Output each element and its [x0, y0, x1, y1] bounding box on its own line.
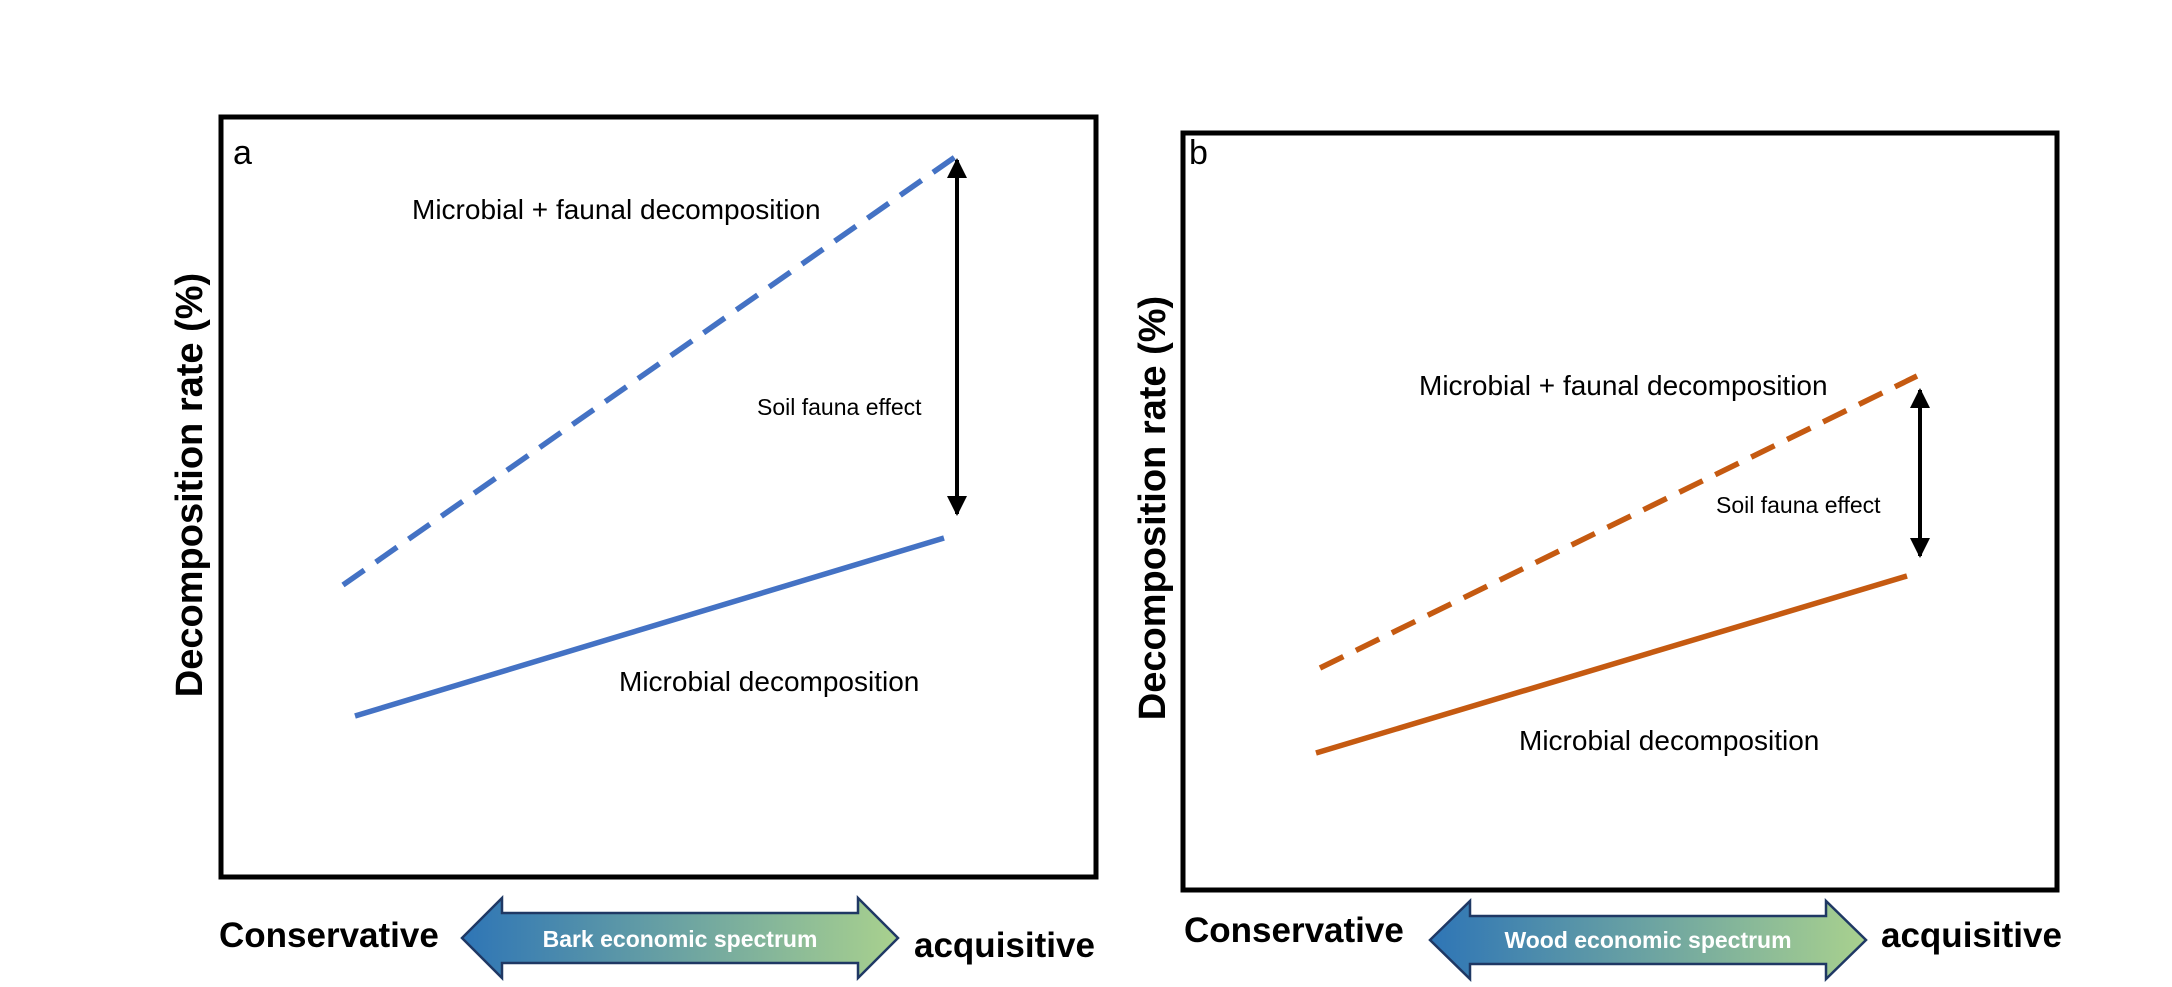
panel-a-right-end-label: acquisitive	[914, 926, 1095, 965]
panel-a-y-axis-label: Decomposition rate (%)	[169, 273, 211, 697]
panel-a-lower-line-label: Microbial decomposition	[619, 666, 919, 697]
panel-b-y-axis-label: Decomposition rate (%)	[1132, 296, 1174, 720]
panel-b-lower-line-label: Microbial decomposition	[1519, 725, 1819, 756]
panel-a-left-end-label: Conservative	[219, 916, 439, 955]
panel-b-lower-solid-line	[1315, 573, 1908, 756]
panel-a-frame	[218, 114, 1099, 880]
panel-a-spectrum-arrow	[460, 894, 900, 982]
panel-b-letter: b	[1189, 134, 1208, 172]
panel-b-upper-line-label: Microbial + faunal decomposition	[1419, 370, 1828, 401]
panel-a-spectrum-label: Bark economic spectrum	[543, 926, 818, 952]
panel-a-effect-label: Soil fauna effect	[757, 394, 922, 420]
panel-b-upper-dashed-line	[1318, 373, 1919, 671]
panel-a-upper-line-label: Microbial + faunal decomposition	[412, 194, 821, 225]
panel-a-letter: a	[233, 134, 252, 172]
panel-b-left-end-label: Conservative	[1184, 911, 1404, 950]
panel-b-spectrum-arrow	[1428, 898, 1868, 982]
panel-b: b Decomposition rate (%) Microbial + fau…	[1132, 130, 2062, 982]
panel-b-frame	[1180, 130, 2060, 893]
panel-b-right-end-label: acquisitive	[1881, 916, 2062, 955]
panel-a-lower-solid-line	[354, 535, 945, 719]
panel-a: a Decomposition rate (%) Microbial + fau…	[169, 114, 1099, 982]
panel-a-upper-dashed-line	[341, 154, 957, 588]
panel-b-spectrum-label: Wood economic spectrum	[1504, 927, 1791, 953]
panel-b-effect-label: Soil fauna effect	[1716, 492, 1881, 518]
